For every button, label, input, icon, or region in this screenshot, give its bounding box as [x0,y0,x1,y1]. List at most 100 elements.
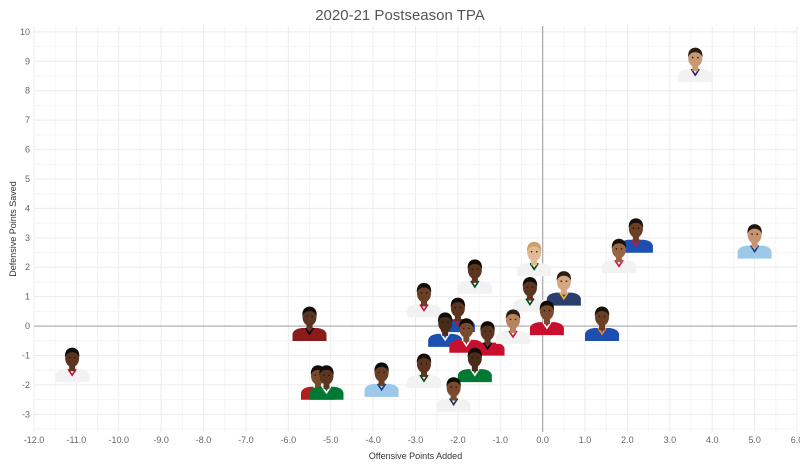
player-headshot-marker[interactable] [55,347,90,383]
player-headshot-marker[interactable] [495,309,530,344]
player-eye [462,327,465,330]
player-hair [747,224,762,234]
player-eye [378,371,380,374]
player-face [65,349,80,368]
player-eye [697,56,699,59]
player-neck [323,383,330,389]
y-tick-label: -1 [22,351,30,361]
player-eye [420,362,423,365]
player-neck [463,336,470,342]
player-face [459,319,474,338]
player-face [319,366,334,385]
y-axis-title: Defensive Points Saved [8,181,18,277]
player-eye [535,250,538,253]
player-headshot-marker[interactable] [678,47,713,83]
player-headshot-marker[interactable] [737,224,772,259]
player-hair [522,277,538,287]
player-hair [64,347,80,358]
player-neck [69,366,76,372]
player-headshot-marker[interactable] [292,306,327,341]
player-neck [615,257,622,263]
player-face [611,240,626,259]
player-hair [437,312,453,322]
player-eye [530,250,533,253]
player-eye [468,327,470,330]
player-headshot-marker[interactable] [601,238,636,274]
x-tick-label: 4.0 [706,435,719,445]
player-neck [692,66,699,72]
x-tick-label: -1.0 [493,435,509,445]
x-tick-label: -11.0 [66,435,86,445]
player-headshot-marker[interactable] [457,259,492,294]
y-tick-label: 0 [25,321,30,331]
player-face [595,307,610,326]
player-eye [425,362,428,365]
player-hair [480,321,495,331]
x-tick-label: -12.0 [24,435,45,445]
player-hair [594,306,610,316]
player-neck [420,372,427,378]
player-hair [459,318,474,328]
player-neck [450,395,457,401]
player-headshot-marker[interactable] [406,353,441,389]
y-tick-label: -2 [22,380,30,390]
x-tick-label: -2.0 [450,435,466,445]
y-tick-label: 4 [25,203,30,213]
x-tick-label: -3.0 [408,435,424,445]
player-headshot-marker[interactable] [436,377,471,412]
player-hair [539,300,555,311]
player-neck [526,295,533,301]
y-tick-label: 10 [20,27,30,37]
player-eye [441,321,444,324]
player-neck [471,277,478,283]
player-eye [311,315,313,318]
player-eye [454,306,457,309]
player-neck [632,236,639,242]
player-headshot-marker[interactable] [546,271,581,306]
player-eye [565,280,568,282]
x-tick-label: 5.0 [748,435,761,445]
player-eye [73,356,76,359]
player-neck [315,383,322,389]
player-hair [446,377,461,387]
x-tick-label: -7.0 [238,435,254,445]
player-headshot-marker[interactable] [406,282,441,318]
player-headshot-marker[interactable] [512,277,547,312]
player-eye [425,292,428,294]
player-headshot-marker[interactable] [364,362,399,397]
player-face [450,299,465,318]
player-face [438,313,453,332]
player-headshot-marker[interactable] [618,218,653,253]
y-tick-label: 1 [25,292,30,302]
player-hair [450,297,466,308]
player-eye [323,374,325,377]
player-face [416,284,431,303]
player-face [374,363,389,382]
player-eye [598,315,601,318]
player-eye [450,386,452,388]
player-eye [306,315,308,318]
player-headshot-marker[interactable] [585,306,620,341]
player-neck [378,380,385,386]
player-eye [531,286,534,288]
player-face [556,272,571,291]
player-eye [314,374,317,377]
player-eye [756,233,759,235]
player-eye [615,248,618,250]
player-headshot-marker[interactable] [457,347,492,383]
player-neck [306,324,313,330]
player-hair [374,362,389,372]
player-face [628,219,643,238]
player-neck [442,330,449,336]
player-headshot-marker[interactable] [529,300,564,336]
y-tick-label: 2 [25,262,30,272]
player-headshot-marker[interactable] [517,241,552,277]
player-eye [548,309,551,312]
player-neck [751,242,758,248]
player-headshot-marker[interactable] [309,365,344,400]
player-eye [691,56,694,59]
x-tick-label: 1.0 [579,435,592,445]
player-hair [556,271,572,281]
player-neck [471,366,478,372]
player-neck [454,316,461,322]
